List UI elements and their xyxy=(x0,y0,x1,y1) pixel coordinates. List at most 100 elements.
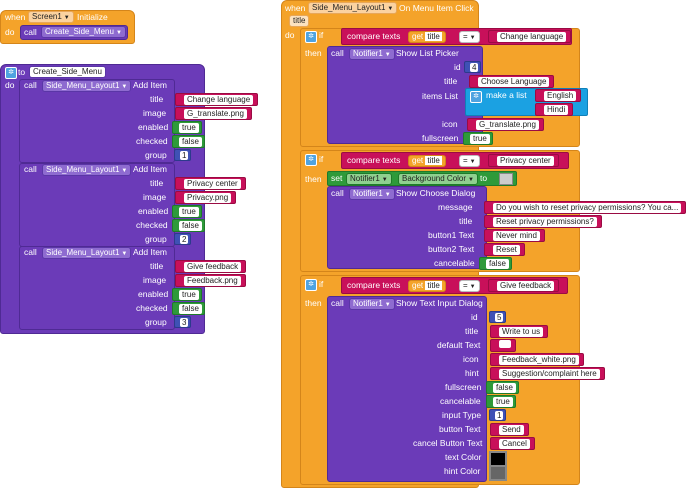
list-item-english[interactable]: English xyxy=(535,89,582,102)
get-block[interactable]: get title xyxy=(408,280,446,292)
gear-icon[interactable]: ✲ xyxy=(305,279,317,291)
hint-color-swatch[interactable] xyxy=(489,465,507,481)
title-string[interactable]: Change language xyxy=(175,93,259,106)
title-string[interactable]: Reset privacy permissions? xyxy=(484,215,602,228)
method-label: Show Choose Dialog xyxy=(396,188,476,198)
compare-value-string[interactable]: Privacy center xyxy=(488,154,559,167)
component-dropdown[interactable]: Side_Menu_Layout1 ▼ xyxy=(42,164,132,176)
background-color-swatch[interactable] xyxy=(499,173,513,185)
checked-bool[interactable]: false xyxy=(172,135,205,148)
procedure-name-field[interactable]: Create_Side_Menu xyxy=(29,66,106,78)
id-number[interactable]: 5 xyxy=(489,311,507,323)
component-dropdown[interactable]: Screen1 ▼ xyxy=(28,11,74,23)
then-label: then xyxy=(305,298,322,308)
caret-down-icon: ▼ xyxy=(468,177,474,183)
icon-string[interactable]: G_translate.png xyxy=(467,118,544,131)
caret-down-icon: ▼ xyxy=(381,177,388,183)
image-string[interactable]: Feedback.png xyxy=(175,274,246,287)
param-button-text-label: button Text xyxy=(439,424,481,434)
component-dropdown[interactable]: Side_Menu_Layout1 ▼ xyxy=(42,80,132,92)
gear-icon[interactable]: ✲ xyxy=(305,154,317,166)
gear-icon[interactable]: ✲ xyxy=(5,67,17,79)
enabled-bool[interactable]: true xyxy=(172,205,202,218)
title-string[interactable]: Choose Language xyxy=(469,75,555,88)
image-string[interactable]: Privacy.png xyxy=(175,191,237,204)
to-label: to xyxy=(480,173,488,183)
enabled-bool[interactable]: true xyxy=(172,121,202,134)
title-string[interactable]: Write to us xyxy=(490,325,549,338)
param-hint-color-label: hint Color xyxy=(444,466,481,476)
title-string[interactable]: Give feedback xyxy=(175,260,247,273)
call-label: call xyxy=(331,48,344,58)
button-text-string[interactable]: Send xyxy=(490,423,529,436)
enabled-bool[interactable]: true xyxy=(172,288,202,301)
add-item-block-1[interactable] xyxy=(19,79,175,163)
component-dropdown[interactable]: Notifier1 ▼ xyxy=(349,48,395,60)
component-dropdown[interactable]: Notifier1 ▼ xyxy=(349,298,395,310)
component-dropdown[interactable]: Side_Menu_Layout1 ▼ xyxy=(42,247,132,259)
param-enabled-label: enabled xyxy=(138,206,169,216)
checked-bool[interactable]: false xyxy=(172,219,205,232)
call-label: call xyxy=(331,188,344,198)
param-title-chip[interactable]: title xyxy=(289,15,310,27)
title-string[interactable]: Privacy center xyxy=(175,177,246,190)
set-component-dropdown[interactable]: Notifier1 ▼ xyxy=(346,173,392,185)
param-fullscreen-label: fullscreen xyxy=(445,382,482,392)
operator-dropdown[interactable]: = ▼ xyxy=(459,31,480,43)
caret-down-icon: ▼ xyxy=(115,30,122,36)
compare-label: compare texts xyxy=(347,31,401,41)
get-block[interactable]: get title xyxy=(408,155,446,167)
param-id-label: id xyxy=(454,62,461,72)
call-label: call xyxy=(24,80,37,90)
checked-bool[interactable]: false xyxy=(172,302,205,315)
component-dropdown[interactable]: Notifier1 ▼ xyxy=(349,188,395,200)
component-dropdown[interactable]: Side_Menu_Layout1 ▼ xyxy=(308,2,398,14)
param-image-label: image xyxy=(143,108,167,118)
message-string[interactable]: Do you wish to reset privacy permissions… xyxy=(484,201,687,214)
call-label: call xyxy=(24,247,37,257)
operator-dropdown[interactable]: = ▼ xyxy=(459,155,480,167)
button2-string[interactable]: Reset xyxy=(484,243,525,256)
compare-value-string[interactable]: Give feedback xyxy=(488,279,560,292)
group-number[interactable]: 1 xyxy=(174,149,192,161)
method-label: Show Text Input Dialog xyxy=(396,298,483,308)
cancelable-bool[interactable]: false xyxy=(479,257,512,270)
gear-icon[interactable]: ✲ xyxy=(305,31,317,43)
button1-string[interactable]: Never mind xyxy=(484,229,545,242)
method-label: Show List Picker xyxy=(396,48,459,58)
hint-string[interactable]: Suggestion/complaint here xyxy=(490,367,605,380)
procedure-dropdown[interactable]: Create_Side_Menu ▼ xyxy=(41,26,126,38)
do-label: do xyxy=(285,30,295,40)
group-number[interactable]: 2 xyxy=(174,233,192,245)
add-item-block-2[interactable] xyxy=(19,163,175,247)
show-text-input-dialog-block[interactable] xyxy=(327,296,487,482)
param-icon-label: icon xyxy=(463,354,479,364)
caret-down-icon: ▼ xyxy=(121,168,128,174)
cancelable-bool[interactable]: true xyxy=(486,395,516,408)
fullscreen-bool[interactable]: true xyxy=(463,132,493,145)
call-label: call xyxy=(331,298,344,308)
add-item-block-3[interactable] xyxy=(19,246,175,330)
gear-icon[interactable]: ✲ xyxy=(470,91,482,103)
group-number[interactable]: 3 xyxy=(174,316,192,328)
image-string[interactable]: G_translate.png xyxy=(175,107,252,120)
param-image-label: image xyxy=(143,275,167,285)
compare-value-string[interactable]: Change language xyxy=(488,30,572,43)
event-label: Initialize xyxy=(77,12,108,22)
fullscreen-bool[interactable]: false xyxy=(486,381,519,394)
param-cancelable-label: cancelable xyxy=(434,258,475,268)
icon-string[interactable]: Feedback_white.png xyxy=(490,353,584,366)
param-enabled-label: enabled xyxy=(138,122,169,132)
event-label: On Menu Item Click xyxy=(399,3,474,13)
cancel-button-text-string[interactable]: Cancel xyxy=(490,437,535,450)
default-text-string[interactable] xyxy=(490,339,516,352)
if-label: if xyxy=(319,154,324,164)
input-type-number[interactable]: 1 xyxy=(489,409,507,421)
show-list-picker-block[interactable] xyxy=(327,46,483,144)
id-number[interactable]: 4 xyxy=(464,61,482,73)
then-label: then xyxy=(305,174,322,184)
list-item-hindi[interactable]: Hindi xyxy=(535,103,574,116)
set-property-dropdown[interactable]: Background Color ▼ xyxy=(398,173,478,185)
operator-dropdown[interactable]: = ▼ xyxy=(459,280,480,292)
get-block[interactable]: get title xyxy=(408,31,446,43)
